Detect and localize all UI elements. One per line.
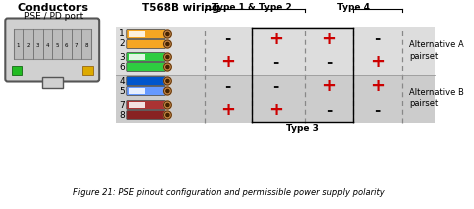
Text: 3: 3 xyxy=(36,43,39,48)
Text: PSE / PD port: PSE / PD port xyxy=(24,12,83,21)
Bar xyxy=(82,66,93,75)
Text: -: - xyxy=(224,79,230,93)
Text: +: + xyxy=(268,30,283,48)
Bar xyxy=(129,102,145,108)
Circle shape xyxy=(166,89,169,93)
Circle shape xyxy=(164,87,171,95)
Circle shape xyxy=(164,40,171,48)
Text: Type 3: Type 3 xyxy=(286,124,319,133)
Circle shape xyxy=(164,101,171,109)
Text: +: + xyxy=(321,30,337,48)
Text: +: + xyxy=(370,77,385,95)
FancyBboxPatch shape xyxy=(127,52,165,61)
FancyBboxPatch shape xyxy=(127,87,165,96)
FancyBboxPatch shape xyxy=(127,111,165,120)
Circle shape xyxy=(164,53,171,61)
FancyBboxPatch shape xyxy=(5,19,99,82)
Text: 4: 4 xyxy=(119,76,125,85)
Circle shape xyxy=(164,63,171,71)
FancyBboxPatch shape xyxy=(127,40,165,48)
Circle shape xyxy=(166,103,169,107)
FancyBboxPatch shape xyxy=(127,29,165,38)
Text: 7: 7 xyxy=(75,43,78,48)
Circle shape xyxy=(164,77,171,85)
Bar xyxy=(42,77,63,88)
Text: 3: 3 xyxy=(119,52,125,61)
Text: 1: 1 xyxy=(17,43,20,48)
Circle shape xyxy=(166,32,169,36)
Bar xyxy=(129,88,145,94)
Circle shape xyxy=(164,30,171,38)
Circle shape xyxy=(166,79,169,83)
Bar xyxy=(129,54,145,60)
Text: +: + xyxy=(220,101,235,119)
FancyBboxPatch shape xyxy=(127,76,165,85)
Text: Figure 21: PSE pinout configuration and permissible power supply polarity: Figure 21: PSE pinout configuration and … xyxy=(73,188,385,197)
Text: 2: 2 xyxy=(27,43,30,48)
Text: +: + xyxy=(268,101,283,119)
Text: T568B wiring: T568B wiring xyxy=(142,3,220,13)
Circle shape xyxy=(166,55,169,59)
Text: +: + xyxy=(220,53,235,71)
Text: -: - xyxy=(273,55,279,70)
Text: Type 4: Type 4 xyxy=(337,3,370,12)
FancyBboxPatch shape xyxy=(127,62,165,71)
Text: 1: 1 xyxy=(119,29,125,38)
Text: 8: 8 xyxy=(119,111,125,120)
Circle shape xyxy=(166,42,169,46)
Text: 5: 5 xyxy=(55,43,59,48)
Text: 7: 7 xyxy=(119,101,125,110)
Text: -: - xyxy=(374,32,381,46)
Text: Alternative A
pairset: Alternative A pairset xyxy=(410,40,464,61)
Text: +: + xyxy=(321,77,337,95)
Text: 2: 2 xyxy=(119,40,125,48)
Text: 6: 6 xyxy=(65,43,69,48)
Circle shape xyxy=(166,113,169,117)
Circle shape xyxy=(166,65,169,69)
Text: -: - xyxy=(224,32,230,46)
Circle shape xyxy=(164,111,171,119)
Text: -: - xyxy=(326,55,332,70)
Text: -: - xyxy=(273,79,279,93)
Text: +: + xyxy=(370,53,385,71)
Bar xyxy=(116,75,436,123)
Bar xyxy=(11,66,22,75)
FancyBboxPatch shape xyxy=(127,101,165,110)
Bar xyxy=(129,31,145,37)
Text: 6: 6 xyxy=(119,62,125,71)
Text: Conductors: Conductors xyxy=(18,3,89,13)
Text: 8: 8 xyxy=(84,43,88,48)
Text: -: - xyxy=(374,102,381,117)
Bar xyxy=(116,27,436,75)
Text: 4: 4 xyxy=(46,43,49,48)
Text: 5: 5 xyxy=(119,87,125,96)
Text: Type 1 & Type 2: Type 1 & Type 2 xyxy=(212,3,292,12)
Text: Alternative B
pairset: Alternative B pairset xyxy=(410,88,464,108)
Bar xyxy=(14,29,91,59)
Text: -: - xyxy=(326,102,332,117)
